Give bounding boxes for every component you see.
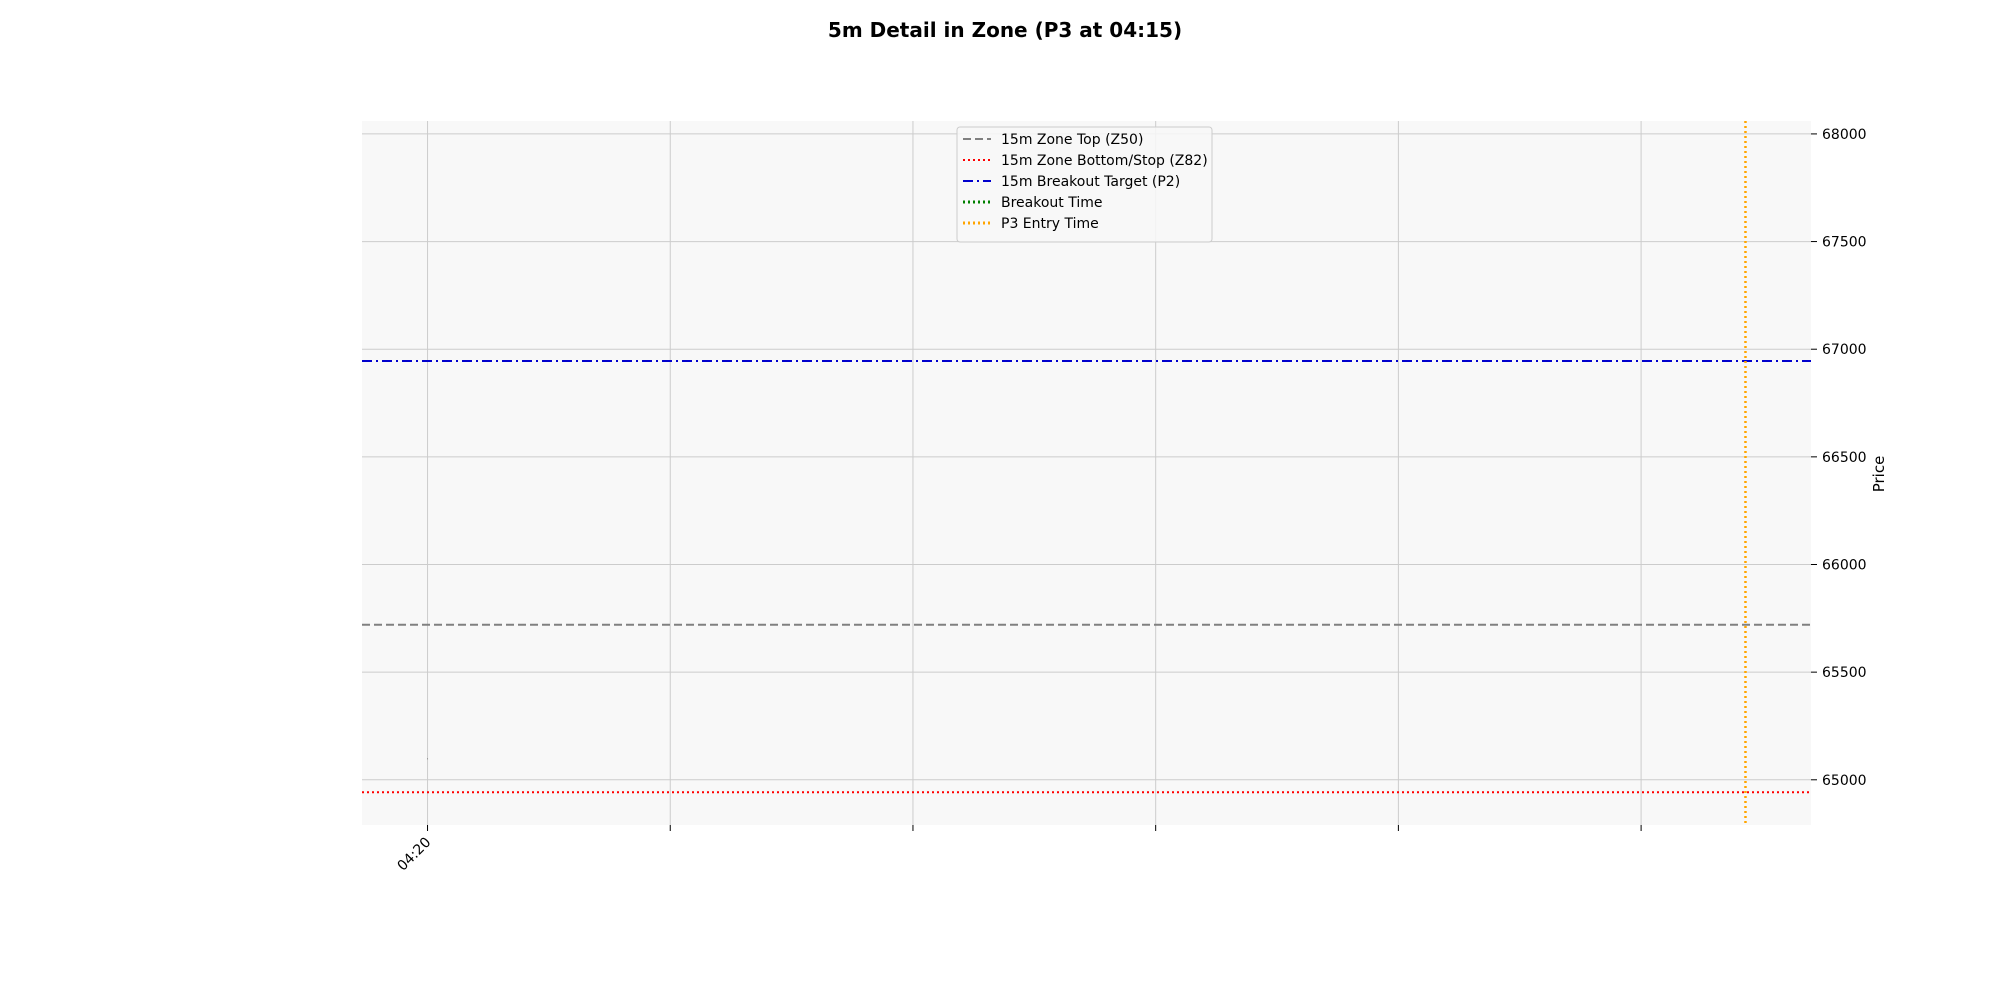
x-tick-label: 04:20 — [395, 835, 435, 875]
legend-label: P3 Entry Time — [1001, 216, 1099, 232]
series-lines — [362, 121, 1811, 825]
y-tick-label: 68000 — [1822, 127, 1867, 143]
legend-label: 15m Zone Top (Z50) — [1001, 132, 1143, 148]
y-tick-label: 67500 — [1822, 235, 1867, 251]
y-tick-label: 65000 — [1822, 773, 1867, 789]
chart-title: 5m Detail in Zone (P3 at 04:15) — [828, 18, 1182, 42]
grid-lines — [362, 121, 1811, 825]
y-axis-label: Price — [1870, 456, 1888, 493]
legend-label: 15m Zone Bottom/Stop (Z82) — [1001, 153, 1208, 169]
y-tick-label: 65500 — [1822, 665, 1867, 681]
legend-label: Breakout Time — [1001, 195, 1103, 211]
y-axis: 65000 65500 66000 66500 67000 67500 68000 — [1811, 127, 1867, 789]
y-tick-label: 66500 — [1822, 450, 1867, 466]
legend-box — [956, 126, 1213, 243]
y-tick-label: 67000 — [1822, 342, 1867, 358]
legend-label: 15m Breakout Target (P2) — [1001, 174, 1180, 190]
legend: 15m Zone Top (Z50) 15m Zone Bottom/Stop (… — [956, 126, 1213, 243]
y-tick-label: 66000 — [1822, 557, 1867, 573]
x-axis: 04:20 — [395, 825, 1642, 874]
